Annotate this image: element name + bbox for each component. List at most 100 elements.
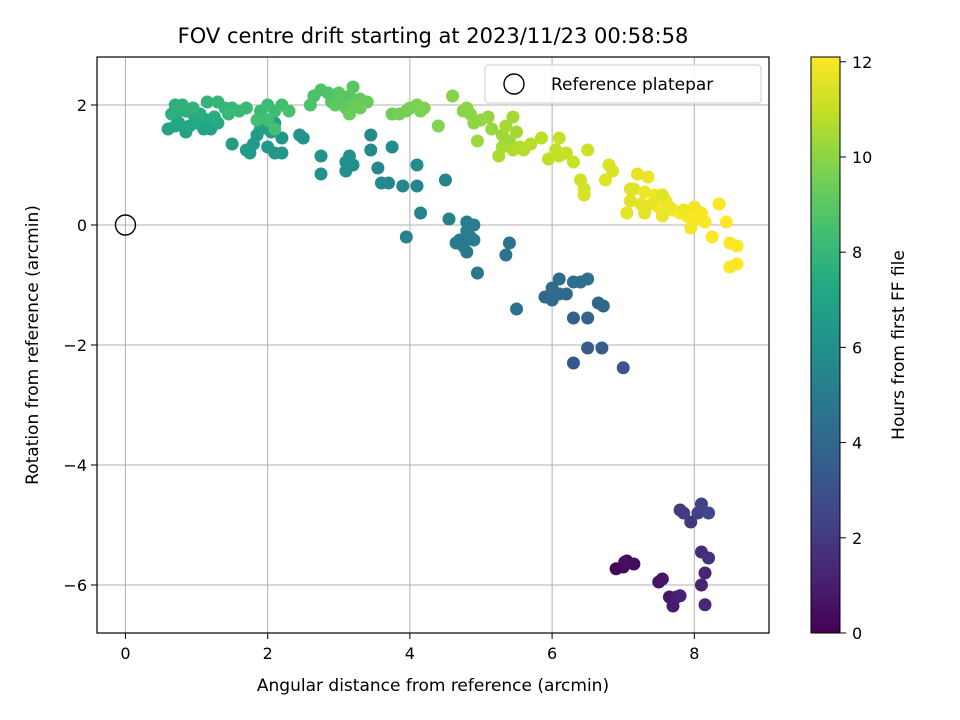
data-point [222, 107, 236, 121]
colorbar-tick-label: 12 [852, 53, 872, 72]
data-point [385, 140, 399, 154]
x-axis-label: Angular distance from reference (arcmin) [257, 676, 609, 696]
data-point [293, 128, 307, 142]
data-point [559, 287, 573, 301]
data-point [314, 149, 328, 163]
x-tick-label: 0 [120, 644, 130, 663]
data-point [595, 341, 609, 355]
data-point [175, 98, 189, 112]
data-point [641, 170, 655, 184]
data-point [623, 194, 637, 208]
data-point [342, 107, 356, 121]
data-point [655, 188, 669, 202]
data-point [616, 361, 630, 375]
data-point [559, 146, 573, 160]
data-point [172, 116, 186, 130]
data-point [399, 230, 413, 244]
legend: Reference platepar [484, 64, 762, 104]
x-tick-label: 2 [263, 644, 273, 663]
data-point [396, 179, 410, 193]
data-point [673, 589, 687, 603]
data-point [268, 122, 282, 136]
x-axis-ticks: 0 2 4 6 8 [120, 633, 699, 663]
data-point [371, 161, 385, 175]
chart-title: FOV centre drift starting at 2023/11/23 … [178, 24, 689, 48]
data-point [328, 98, 342, 112]
colorbar-gradient [810, 56, 841, 634]
x-tick-label: 8 [689, 644, 699, 663]
data-point [446, 89, 460, 103]
data-point [623, 182, 637, 196]
data-point [566, 311, 580, 325]
data-point [684, 515, 698, 529]
data-point [542, 152, 556, 166]
data-point [417, 101, 431, 115]
data-point [698, 566, 712, 580]
data-point [332, 86, 346, 100]
data-point [545, 281, 559, 295]
data-point [730, 239, 744, 253]
data-point [534, 131, 548, 145]
data-point [638, 185, 652, 199]
data-point [460, 215, 474, 229]
data-point [577, 188, 591, 202]
data-point [598, 173, 612, 187]
colorbar-ticks: 0 2 4 6 8 10 12 [840, 53, 872, 643]
data-point [618, 555, 632, 569]
colorbar-tick-label: 8 [852, 243, 862, 262]
data-point [694, 206, 708, 220]
data-point [499, 119, 513, 133]
data-point [261, 113, 275, 127]
colorbar-label: Hours from first FF file [889, 250, 909, 440]
data-point [342, 149, 356, 163]
data-point [364, 128, 378, 142]
data-point [677, 203, 691, 217]
data-point [719, 215, 733, 229]
data-point [207, 110, 221, 124]
data-point [364, 143, 378, 157]
data-point [261, 140, 275, 154]
data-point [374, 176, 388, 190]
x-tick-label: 6 [547, 644, 557, 663]
data-point [431, 119, 445, 133]
data-point [552, 272, 566, 286]
data-point [282, 104, 296, 118]
reference-point-marker [114, 214, 137, 236]
data-point [712, 197, 726, 211]
x-tick-label: 4 [405, 644, 415, 663]
data-point [492, 149, 506, 163]
data-point [410, 158, 424, 172]
data-point [552, 131, 566, 145]
colorbar-tick-label: 10 [852, 148, 872, 167]
data-point [353, 101, 367, 115]
data-point [453, 233, 467, 247]
data-point [339, 164, 353, 178]
data-point [346, 80, 360, 94]
data-point [250, 113, 264, 127]
data-point [470, 134, 484, 148]
colorbar: 0 2 4 6 8 10 12 Hours from first FF file [810, 53, 909, 643]
data-point [684, 221, 698, 235]
data-point [510, 125, 524, 139]
data-point [225, 137, 239, 151]
data-point [581, 341, 595, 355]
data-point [414, 206, 428, 220]
data-point [620, 206, 634, 220]
legend-reference-marker [503, 73, 525, 95]
data-point [200, 95, 214, 109]
data-point [634, 197, 648, 211]
data-point [510, 302, 524, 316]
colorbar-tick-label: 4 [852, 434, 862, 453]
y-axis-ticks: −6 −4 −2 0 2 [63, 96, 97, 595]
data-point [410, 179, 424, 193]
data-point [502, 236, 516, 250]
data-point [275, 131, 289, 145]
data-point [314, 167, 328, 181]
data-point [186, 101, 200, 115]
data-point [677, 506, 691, 520]
data-point [630, 167, 644, 181]
data-points [161, 80, 744, 613]
y-axis-label: Rotation from reference (arcmin) [23, 205, 43, 485]
legend-label: Reference platepar [551, 75, 713, 95]
